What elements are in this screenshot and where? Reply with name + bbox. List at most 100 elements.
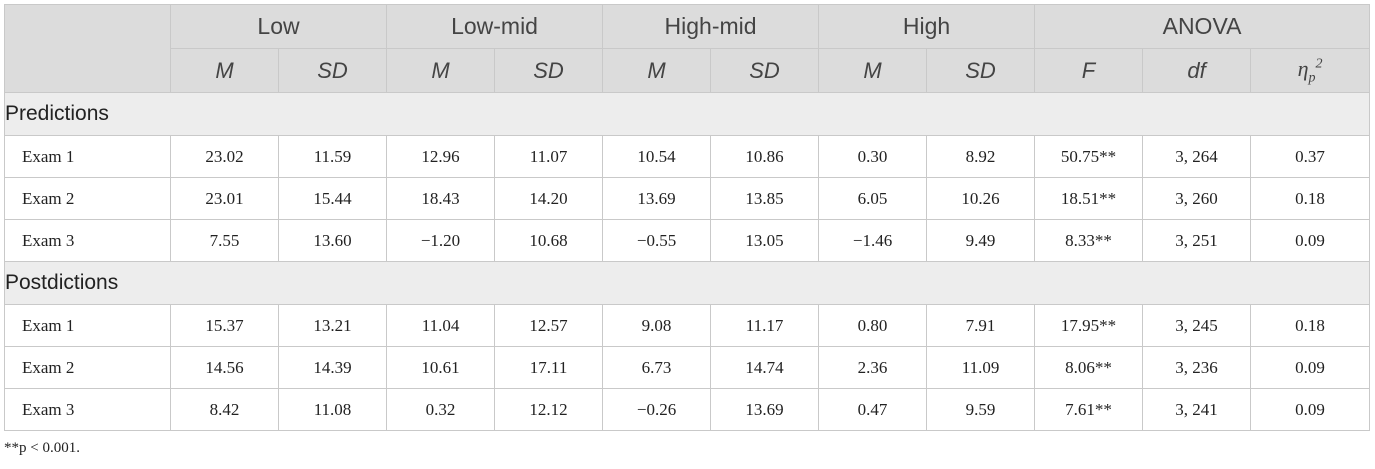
table-cell: 13.69 xyxy=(602,177,712,220)
group-header-row: Low Low-mid High-mid High ANOVA xyxy=(4,4,1371,93)
table-row: Exam 2 14.56 14.39 10.61 17.11 6.73 14.74 2.36 1… xyxy=(4,346,1371,389)
table-cell: 3, 245 xyxy=(1142,304,1252,347)
sub-header: M xyxy=(602,48,712,93)
table-cell: 3, 260 xyxy=(1142,177,1252,220)
corner-cell xyxy=(4,4,171,93)
row-label: Exam 2 xyxy=(4,346,171,389)
table-cell: 3, 251 xyxy=(1142,219,1252,262)
table-cell: 11.17 xyxy=(710,304,820,347)
table-cell: 14.56 xyxy=(170,346,279,389)
table-cell: 14.20 xyxy=(494,177,604,220)
table-cell: 13.85 xyxy=(710,177,820,220)
table-cell: 8.33** xyxy=(1034,219,1144,262)
table-row: Exam 1 23.02 11.59 12.96 11.07 10.54 10.86 0.30… xyxy=(4,135,1371,178)
table-cell: −1.20 xyxy=(386,219,496,262)
sub-header: SD xyxy=(494,48,604,93)
table-cell: 3, 236 xyxy=(1142,346,1252,389)
table-cell: 23.01 xyxy=(170,177,279,220)
sub-header-row: M SD M SD M SD M SD F df ηp2 xyxy=(5,48,1371,93)
table-row: Exam 1 15.37 13.21 11.04 12.57 9.08 11.17 0.80 7… xyxy=(4,304,1371,347)
table-cell: 23.02 xyxy=(170,135,279,178)
table-cell: 10.54 xyxy=(602,135,712,178)
table-cell: 11.08 xyxy=(277,388,388,431)
table-cell: 8.92 xyxy=(926,135,1036,178)
table-cell: 9.08 xyxy=(602,304,712,347)
table-cell: 0.47 xyxy=(818,388,928,431)
table-cell: 11.04 xyxy=(386,304,496,347)
table-cell: 14.39 xyxy=(277,346,388,389)
group-header: Low xyxy=(169,4,388,49)
table-cell: 10.61 xyxy=(386,346,496,389)
table-cell: −0.26 xyxy=(602,388,712,431)
sub-header: SD xyxy=(277,48,388,93)
table-cell: 0.09 xyxy=(1250,219,1371,262)
table-cell: 18.51** xyxy=(1034,177,1144,220)
table-cell: 9.59 xyxy=(926,388,1036,431)
group-header: High-mid xyxy=(602,4,820,49)
table-cell: −0.55 xyxy=(602,219,712,262)
sub-header: SD xyxy=(926,48,1036,93)
table-cell: 2.36 xyxy=(818,346,928,389)
table-cell: 50.75** xyxy=(1034,135,1144,178)
table-cell: 14.74 xyxy=(710,346,820,389)
sub-header: SD xyxy=(710,48,820,93)
table-cell: 10.86 xyxy=(710,135,820,178)
sub-header: M xyxy=(170,48,279,93)
table-cell: 15.44 xyxy=(277,177,388,220)
sub-header: M xyxy=(818,48,928,93)
table-cell: 17.95** xyxy=(1034,304,1144,347)
section-row: Postdictions xyxy=(3,261,1371,305)
table-cell: 0.37 xyxy=(1250,135,1371,178)
group-header: Low-mid xyxy=(386,4,604,49)
table-cell: 17.11 xyxy=(494,346,604,389)
table-cell: 12.57 xyxy=(494,304,604,347)
table-cell: 7.91 xyxy=(926,304,1036,347)
table-cell: 0.30 xyxy=(818,135,928,178)
sub-header: M xyxy=(386,48,496,93)
table-cell: 13.69 xyxy=(710,388,820,431)
table-cell: 15.37 xyxy=(170,304,279,347)
group-header: ANOVA xyxy=(1034,4,1371,49)
table-cell: 0.32 xyxy=(386,388,496,431)
row-label: Exam 3 xyxy=(4,219,171,262)
table-cell: 11.09 xyxy=(926,346,1036,389)
table-cell: 3, 264 xyxy=(1142,135,1252,178)
table-cell: 0.09 xyxy=(1250,388,1371,431)
table-row: Exam 3 8.42 11.08 0.32 12.12 −0.26 13.69 0.47 9.… xyxy=(4,388,1371,431)
section-label: Predictions xyxy=(3,92,1371,136)
row-label: Exam 1 xyxy=(4,304,171,347)
eta-header: ηp2 xyxy=(1250,48,1371,93)
sub-header: df xyxy=(1142,48,1252,93)
table-cell: 12.96 xyxy=(386,135,496,178)
table-cell: 13.60 xyxy=(277,219,388,262)
section-row: Predictions xyxy=(3,92,1371,136)
table-cell: 11.59 xyxy=(277,135,388,178)
results-table-container: Low Low-mid High-mid High ANOVA M SD M S… xyxy=(3,4,1371,431)
table-cell: 6.73 xyxy=(602,346,712,389)
table-cell: 10.26 xyxy=(926,177,1036,220)
table-body: Predictions Exam 1 23.02 11.59 12.96 11.07 10.… xyxy=(3,92,1371,431)
table-row: Exam 3 7.55 13.60 −1.20 10.68 −0.55 13.05 −1.46… xyxy=(4,219,1371,262)
table-cell: 7.61** xyxy=(1034,388,1144,431)
table-cell: 13.05 xyxy=(710,219,820,262)
table-cell: 13.21 xyxy=(277,304,388,347)
table-cell: 3, 241 xyxy=(1142,388,1252,431)
table-cell: 8.42 xyxy=(170,388,279,431)
row-label: Exam 1 xyxy=(4,135,171,178)
sub-header: F xyxy=(1034,48,1144,93)
table-cell: 11.07 xyxy=(494,135,604,178)
table-row: Exam 2 23.01 15.44 18.43 14.20 13.69 13.85 6.05… xyxy=(4,177,1371,220)
group-header: High xyxy=(818,4,1036,49)
results-table: Low Low-mid High-mid High ANOVA M SD M S… xyxy=(3,4,1371,431)
table-cell: 9.49 xyxy=(926,219,1036,262)
table-cell: 12.12 xyxy=(494,388,604,431)
row-label: Exam 2 xyxy=(4,177,171,220)
eta-symbol: ηp2 xyxy=(1297,55,1323,86)
table-cell: 0.80 xyxy=(818,304,928,347)
table-cell: 7.55 xyxy=(170,219,279,262)
table-cell: −1.46 xyxy=(818,219,928,262)
table-cell: 0.09 xyxy=(1250,346,1371,389)
table-cell: 18.43 xyxy=(386,177,496,220)
footnote: **p < 0.001. xyxy=(4,440,80,456)
row-label: Exam 3 xyxy=(4,388,171,431)
